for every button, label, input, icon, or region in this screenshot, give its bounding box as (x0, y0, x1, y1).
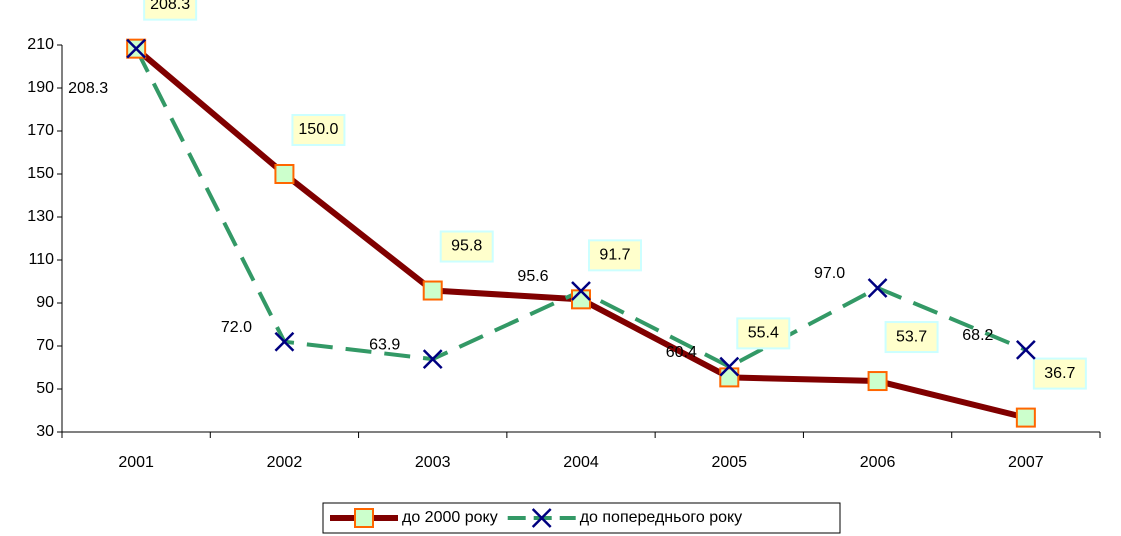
data-label: 150.0 (298, 121, 338, 138)
x-tick-label: 2007 (1008, 454, 1044, 471)
data-label: 95.6 (517, 268, 548, 285)
legend-label: до 2000 року (402, 509, 498, 526)
y-tick-label: 110 (28, 251, 54, 268)
marker-x (571, 281, 591, 301)
marker-x (274, 331, 295, 352)
data-label: 91.7 (599, 247, 630, 264)
legend: до 2000 року до попереднього року (322, 502, 841, 534)
x-tick-label: 2005 (711, 454, 747, 471)
data-label: 55.4 (748, 325, 779, 342)
marker (571, 289, 591, 310)
data-label-box (1032, 357, 1087, 390)
data-label: 63.9 (369, 336, 400, 353)
y-tick-label: 90 (36, 294, 54, 311)
data-label: 60.4 (666, 344, 697, 361)
marker (274, 164, 295, 184)
y-tick-label: 130 (27, 208, 54, 225)
data-label-box (291, 114, 346, 146)
x-tick-label: 2002 (267, 454, 303, 471)
data-label: 208.3 (68, 80, 108, 97)
y-tick-label: 210 (27, 36, 54, 53)
marker (719, 367, 740, 388)
data-label-box (439, 230, 494, 263)
legend-box (322, 502, 841, 534)
marker (867, 278, 888, 298)
data-label-box (884, 321, 939, 354)
marker (354, 508, 374, 528)
data-label: 97.0 (814, 265, 845, 282)
marker (274, 331, 295, 352)
y-tick-label: 30 (36, 423, 54, 440)
marker-x (126, 38, 147, 59)
marker (719, 356, 740, 377)
data-label: 208.3 (150, 0, 190, 13)
marker-x (1015, 339, 1036, 360)
series-line (134, 46, 1027, 421)
marker-x (531, 508, 552, 528)
marker-x (422, 349, 443, 369)
x-tick-label: 2004 (563, 454, 599, 471)
y-tick-label: 150 (27, 165, 54, 182)
y-tick-label: 190 (27, 79, 54, 96)
legend-label: до попереднього року (580, 509, 742, 526)
x-tick-label: 2001 (118, 454, 154, 471)
data-label: 68.2 (962, 327, 993, 344)
marker (867, 371, 888, 392)
marker (1015, 339, 1036, 360)
marker (1015, 407, 1036, 428)
data-label-box (588, 239, 642, 272)
marker (126, 38, 147, 59)
marker-x (867, 278, 888, 298)
data-label: 53.7 (896, 328, 927, 345)
marker (422, 349, 443, 369)
x-tick-label: 2003 (415, 454, 451, 471)
data-label-box (736, 317, 791, 350)
marker (531, 508, 552, 528)
y-tick-label: 50 (36, 380, 54, 397)
series-line (134, 47, 1027, 369)
marker-x (719, 356, 740, 377)
x-tick-label: 2006 (860, 454, 896, 471)
y-tick-label: 70 (36, 337, 54, 354)
data-label: 36.7 (1044, 365, 1075, 382)
y-tick-label: 170 (27, 122, 54, 139)
data-label: 72.0 (221, 319, 252, 336)
marker (571, 281, 591, 301)
marker (422, 280, 443, 301)
data-label-box (143, 0, 198, 21)
data-label: 95.8 (451, 238, 482, 255)
